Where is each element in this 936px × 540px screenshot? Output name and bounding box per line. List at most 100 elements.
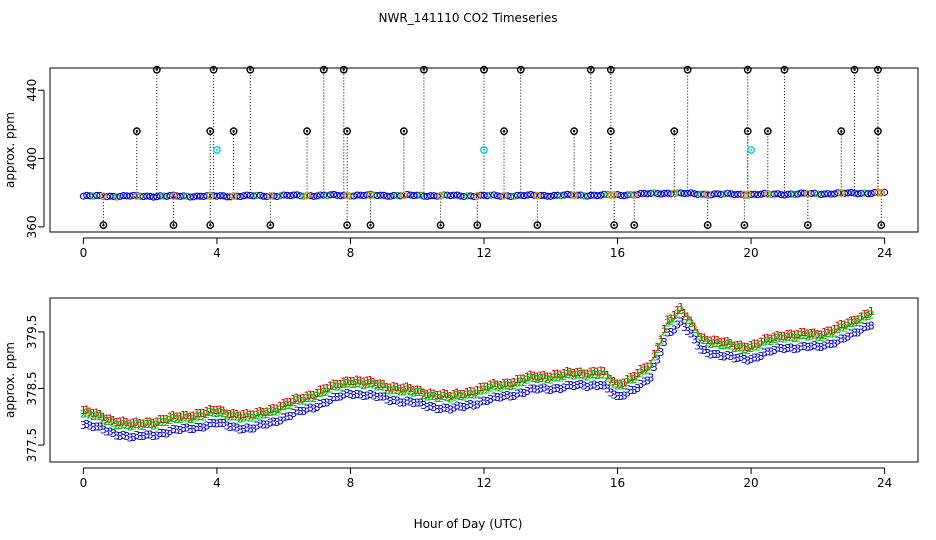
baseline-point bbox=[286, 192, 294, 200]
spike-point-dot bbox=[840, 130, 843, 133]
series-1-point: 1 bbox=[744, 341, 751, 354]
bottom-plot-area: 1111111111111111111111111111111111111111… bbox=[80, 301, 875, 445]
series-3-point: 3 bbox=[190, 423, 197, 436]
series-3-point: 3 bbox=[798, 340, 805, 353]
baseline-point bbox=[857, 189, 865, 197]
series-1-point: 1 bbox=[253, 406, 260, 419]
baseline-point bbox=[320, 191, 328, 199]
series-3-point: 3 bbox=[724, 349, 731, 362]
series-3-point: 3 bbox=[654, 353, 661, 366]
series-2-point: 2 bbox=[544, 373, 551, 386]
series-2-point: 2 bbox=[120, 418, 127, 431]
baseline-point bbox=[794, 190, 802, 198]
series-1-point: 1 bbox=[581, 367, 588, 380]
series-2-point: 2 bbox=[160, 416, 167, 429]
baseline-point bbox=[674, 189, 682, 197]
series-2-point: 2 bbox=[661, 326, 668, 339]
baseline-point bbox=[220, 192, 228, 200]
series-1-point: 1 bbox=[317, 383, 324, 396]
series-2-point: 2 bbox=[704, 337, 711, 350]
baseline-point bbox=[807, 189, 815, 198]
series-2-point: 2 bbox=[728, 340, 735, 353]
series-2-point: 2 bbox=[821, 329, 828, 342]
series-3-point: 3 bbox=[624, 386, 631, 399]
series-3-point: 3 bbox=[364, 389, 371, 402]
series-1-point: 1 bbox=[681, 307, 688, 320]
baseline-point bbox=[687, 189, 695, 197]
series-1-point: 1 bbox=[687, 314, 694, 327]
series-1-point: 1 bbox=[414, 383, 421, 396]
series-3-point: 3 bbox=[414, 397, 421, 410]
series-2-point: 2 bbox=[123, 419, 130, 432]
series-2-point: 2 bbox=[701, 334, 708, 347]
series-1-point: 1 bbox=[507, 377, 514, 390]
series-3-point: 3 bbox=[107, 425, 114, 438]
baseline-point bbox=[820, 190, 829, 198]
spike-point-dot bbox=[853, 68, 856, 71]
spike-point-dot bbox=[706, 223, 709, 227]
spike-point-dot bbox=[212, 68, 215, 71]
series-3-point: 3 bbox=[233, 421, 240, 434]
series-2-point: 2 bbox=[594, 369, 601, 382]
series-2-point: 2 bbox=[103, 415, 110, 428]
baseline-point bbox=[667, 190, 675, 198]
series-1-point: 1 bbox=[861, 308, 868, 321]
spike-point-dot bbox=[613, 223, 616, 227]
series-1-point: 1 bbox=[534, 371, 541, 384]
series-3-point: 3 bbox=[818, 341, 825, 354]
series-1-point: 1 bbox=[420, 387, 427, 400]
baseline-point bbox=[89, 192, 97, 200]
flag-point bbox=[570, 191, 578, 200]
flag-point bbox=[610, 191, 619, 199]
series-2-point: 2 bbox=[861, 311, 868, 324]
series-3-point: 3 bbox=[90, 421, 97, 434]
series-3-point: 3 bbox=[173, 423, 180, 436]
series-3-point: 3 bbox=[617, 390, 624, 403]
series-1-point: 1 bbox=[233, 408, 240, 421]
series-2-point: 2 bbox=[133, 418, 140, 431]
series-1-point: 1 bbox=[577, 366, 584, 379]
series-3-point: 3 bbox=[270, 415, 277, 428]
series-1-point: 1 bbox=[147, 416, 154, 429]
series-3-point: 3 bbox=[424, 401, 431, 414]
spike-point bbox=[500, 127, 508, 136]
series-2-point: 2 bbox=[304, 392, 311, 405]
series-1-point: 1 bbox=[631, 370, 638, 383]
series-3-point: 3 bbox=[601, 380, 608, 393]
baseline-point bbox=[774, 190, 782, 198]
series-1-point: 1 bbox=[561, 367, 568, 380]
baseline-point bbox=[380, 191, 388, 199]
series-2-point: 2 bbox=[611, 378, 618, 391]
series-2-point: 2 bbox=[517, 375, 524, 388]
spike-point-dot bbox=[439, 223, 442, 227]
series-3-point: 3 bbox=[203, 420, 210, 433]
series-3-point: 3 bbox=[477, 396, 484, 409]
baseline-point bbox=[447, 192, 455, 200]
baseline-point bbox=[513, 191, 521, 199]
flag-point bbox=[229, 192, 238, 200]
series-2-point: 2 bbox=[340, 378, 347, 391]
series-1-point: 1 bbox=[157, 413, 164, 426]
baseline-point bbox=[597, 191, 605, 199]
series-2-point: 2 bbox=[260, 408, 267, 421]
baseline-point bbox=[323, 191, 331, 200]
baseline-point bbox=[487, 191, 495, 199]
series-2-point: 2 bbox=[774, 331, 781, 344]
baseline-point bbox=[263, 192, 271, 201]
series-2-point: 2 bbox=[394, 384, 401, 397]
series-3-point: 3 bbox=[664, 327, 671, 340]
series-1-point: 1 bbox=[821, 326, 828, 339]
baseline-point bbox=[233, 192, 241, 200]
series-3-point: 3 bbox=[334, 391, 341, 404]
series-1-point: 1 bbox=[504, 376, 511, 389]
spike-point bbox=[473, 221, 482, 230]
series-2-point: 2 bbox=[691, 323, 698, 336]
series-3-point: 3 bbox=[567, 379, 574, 392]
series-2-point: 2 bbox=[410, 386, 417, 399]
series-2-point: 2 bbox=[380, 380, 387, 393]
baseline-point bbox=[427, 192, 435, 200]
top-panel: approx. ppm 0 4 8 12 16 20 24 360 400 440 bbox=[3, 65, 919, 260]
series-2-point: 2 bbox=[294, 394, 301, 407]
baseline-point bbox=[183, 192, 191, 200]
spike-point bbox=[533, 221, 542, 230]
